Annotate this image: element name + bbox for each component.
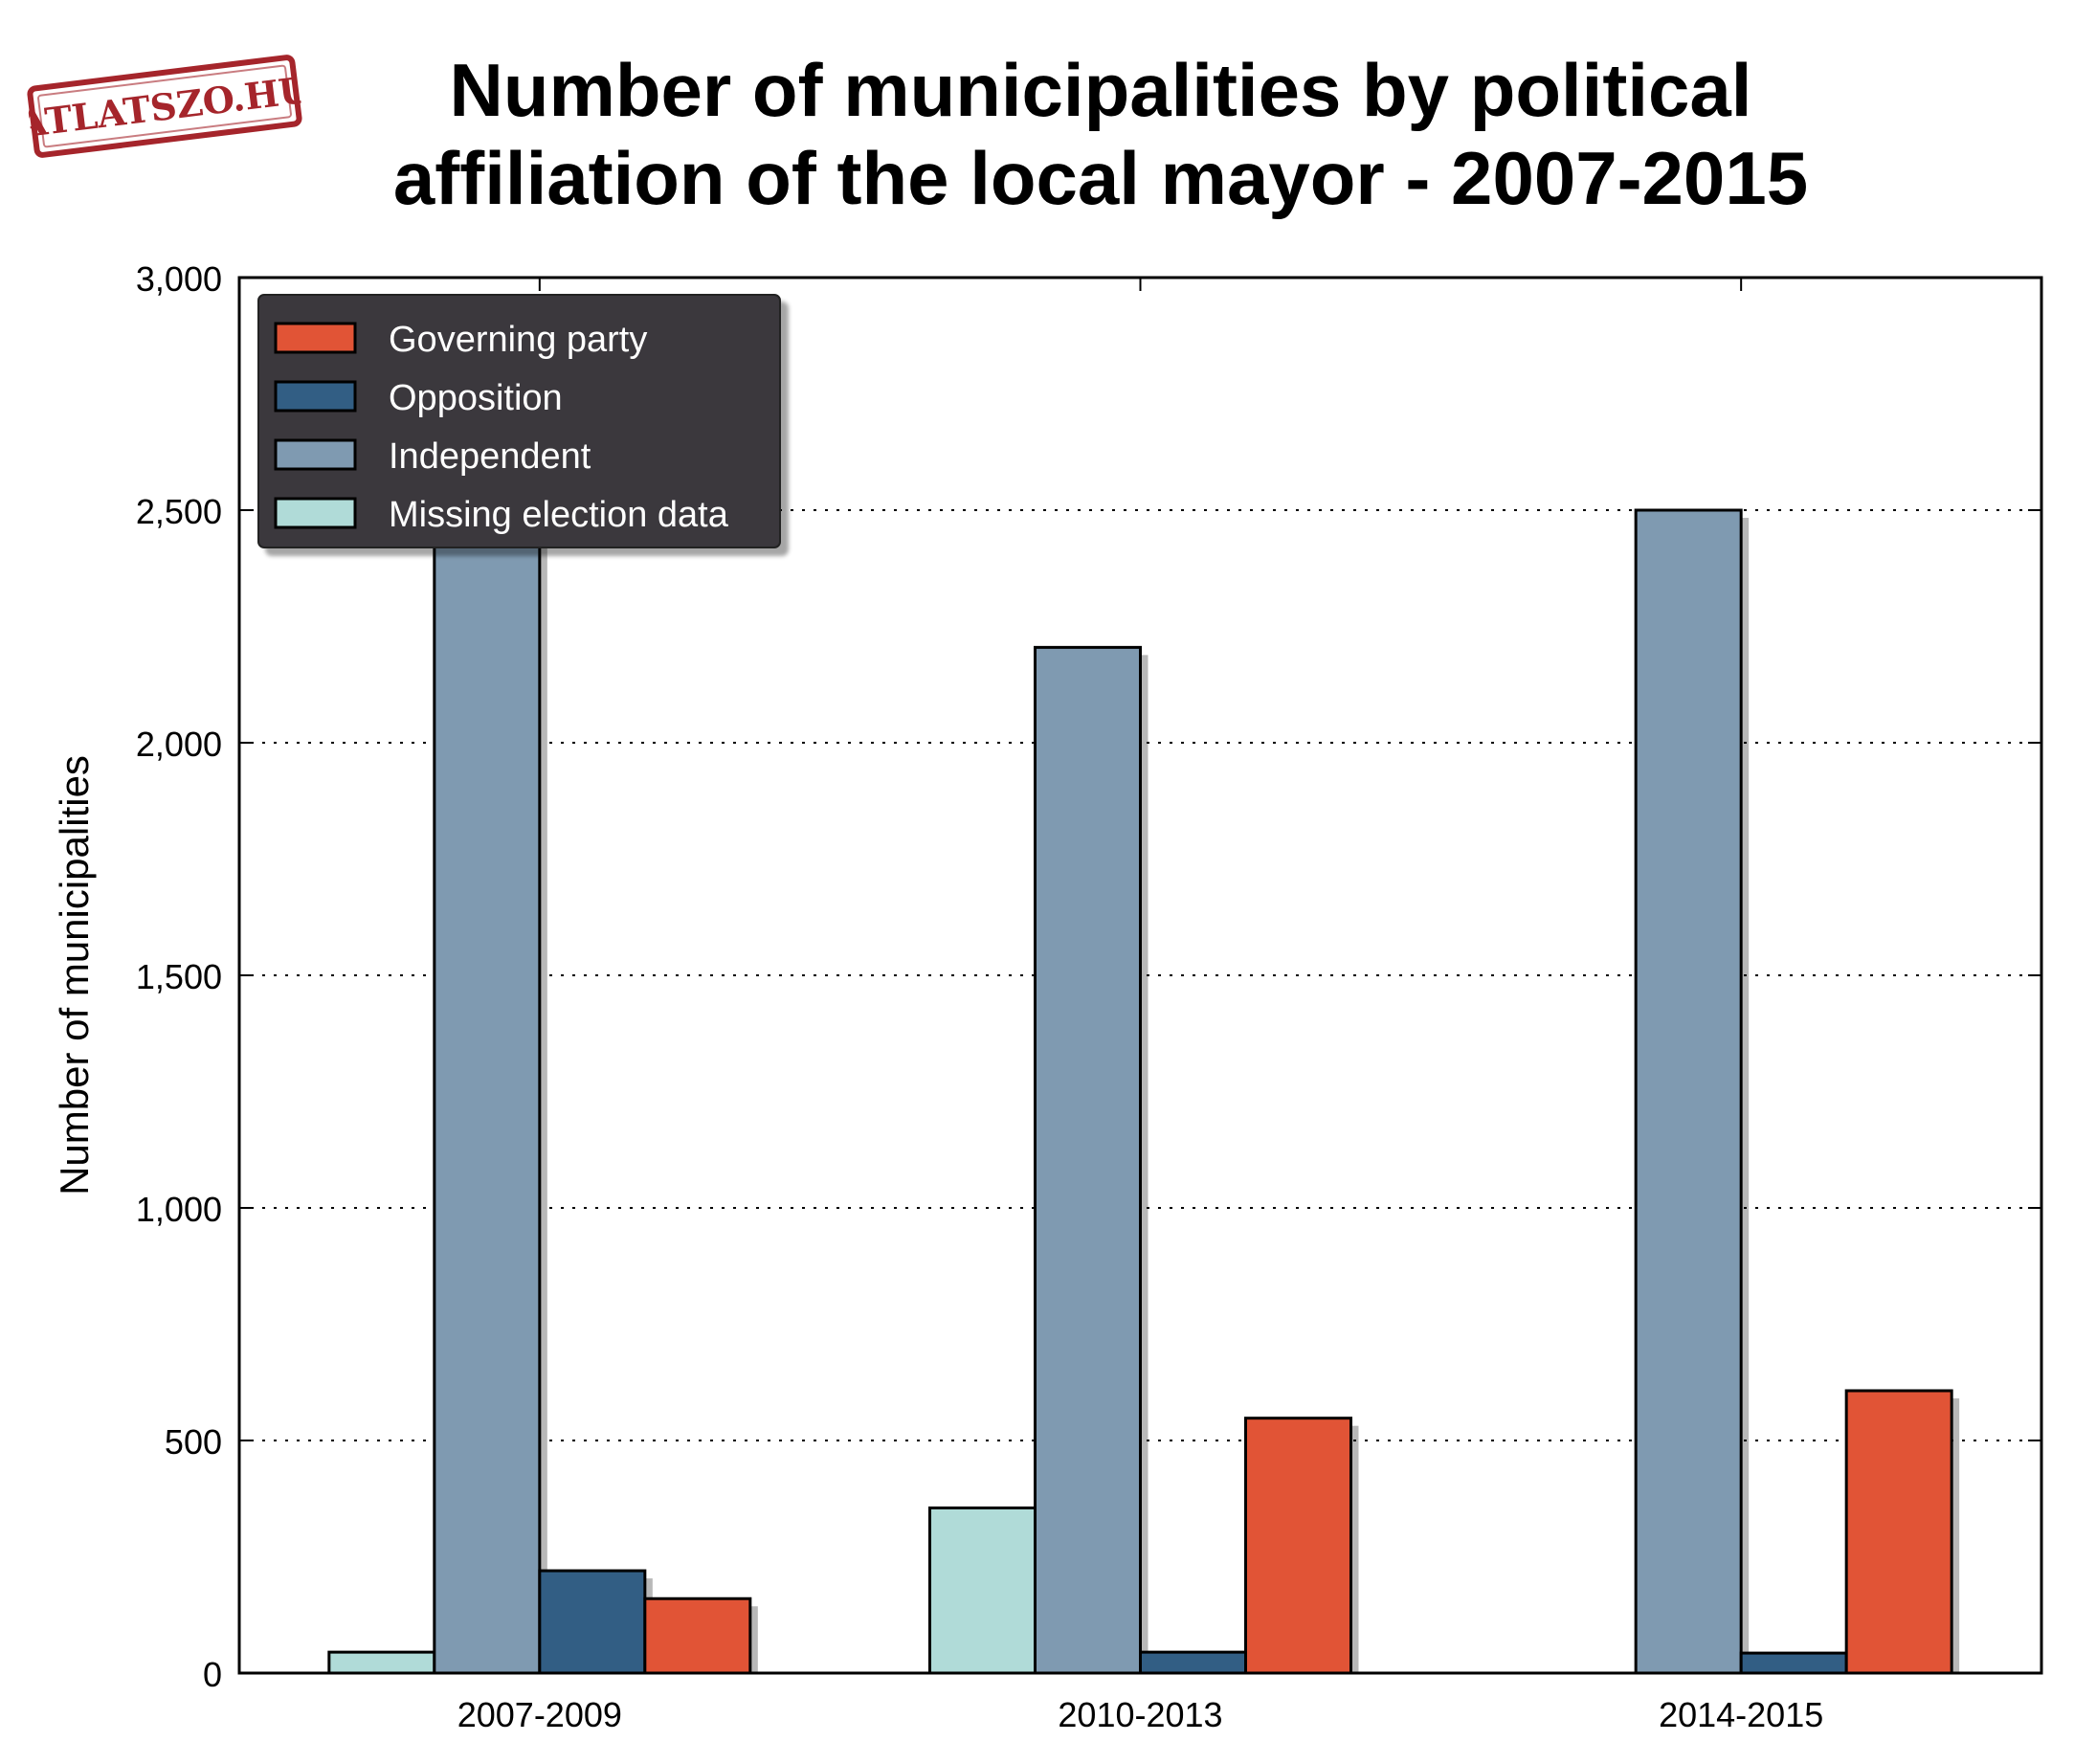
legend-swatch bbox=[274, 322, 357, 354]
legend[interactable]: Governing party Opposition Independent Miss… bbox=[257, 294, 781, 548]
bar bbox=[433, 373, 542, 1675]
x-tick-label: 2007-2009 bbox=[457, 1695, 622, 1734]
y-tick-label: 1,000 bbox=[136, 1190, 222, 1229]
legend-label: Independent bbox=[389, 436, 591, 477]
bar bbox=[928, 1506, 1037, 1675]
legend-swatch bbox=[274, 497, 357, 529]
x-tick-label: 2014-2015 bbox=[1659, 1695, 1823, 1734]
legend-label: Opposition bbox=[389, 378, 563, 418]
y-tick-label: 1,500 bbox=[136, 957, 222, 996]
bar bbox=[1139, 1650, 1247, 1675]
legend-label: Governing party bbox=[389, 320, 647, 360]
bar bbox=[643, 1597, 752, 1675]
bar bbox=[1844, 1389, 1953, 1675]
bar bbox=[327, 1650, 436, 1675]
x-tick-label: 2010-2013 bbox=[1058, 1695, 1222, 1734]
y-tick-label: 2,000 bbox=[136, 725, 222, 764]
bar bbox=[1739, 1651, 1848, 1675]
chart-title: Number of municipalities by political af… bbox=[392, 48, 1809, 220]
bar bbox=[1634, 508, 1743, 1675]
y-tick-label: 0 bbox=[203, 1655, 222, 1694]
y-axis-ticks: 0 500 1,000 1,500 2,000 2,500 3,000 bbox=[136, 259, 2041, 1694]
legend-box bbox=[257, 294, 781, 548]
plot-frame bbox=[237, 276, 2043, 1675]
y-tick-label: 3,000 bbox=[136, 259, 222, 299]
y-tick-label: 2,500 bbox=[136, 492, 222, 531]
legend-swatch bbox=[274, 438, 357, 471]
y-tick-label: 500 bbox=[165, 1422, 222, 1462]
bar bbox=[1034, 645, 1142, 1675]
y-axis-label: Number of municipalities bbox=[52, 755, 97, 1195]
legend-label: Missing election data bbox=[389, 495, 729, 535]
bars bbox=[327, 373, 1960, 1675]
bar bbox=[538, 1569, 647, 1675]
bar bbox=[1244, 1417, 1352, 1675]
legend-swatch bbox=[274, 380, 357, 413]
x-axis-ticks: 2007-2009 2010-2013 2014-2015 bbox=[457, 278, 1823, 1734]
